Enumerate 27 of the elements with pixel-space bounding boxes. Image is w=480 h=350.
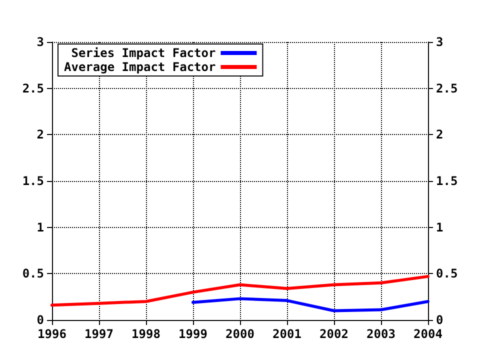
- y2-tick-label: 0: [436, 313, 444, 327]
- x-tick-label: 2003: [366, 327, 396, 341]
- y-tick-label: 0.5: [22, 266, 44, 281]
- y2-tick-label: 1: [436, 220, 444, 234]
- y-tick-label: 3: [36, 35, 44, 49]
- line-series: [50, 274, 430, 307]
- x-tick-label: 1997: [84, 327, 114, 341]
- y-tick-label: 2.5: [22, 81, 44, 96]
- x-tick-label: 1996: [38, 327, 66, 341]
- y2-tick-label: 3: [436, 35, 444, 49]
- y-tick-label: 1: [36, 220, 44, 234]
- line-series: [192, 297, 430, 312]
- y-tick-label: 1.5: [22, 174, 44, 188]
- x-tick-label: 1999: [178, 327, 208, 341]
- x-tick-label: 2004: [414, 327, 442, 341]
- y2-tick-label: 2: [436, 128, 444, 142]
- y2-tick-label: 2.5: [436, 81, 458, 96]
- x-tick-label: 2001: [272, 327, 302, 341]
- y2-tick-label: 1.5: [436, 174, 458, 188]
- x-tick-label: 1998: [132, 327, 160, 341]
- y-tick-label: 2: [36, 128, 44, 142]
- y2-tick-label: 0.5: [436, 266, 458, 281]
- legend-label: Average Impact Factor: [64, 60, 216, 74]
- legend-label: Series Impact Factor: [71, 46, 216, 60]
- x-tick-label: 2002: [320, 327, 348, 341]
- x-tick-label: 2000: [226, 327, 254, 341]
- y-tick-label: 0: [36, 313, 44, 327]
